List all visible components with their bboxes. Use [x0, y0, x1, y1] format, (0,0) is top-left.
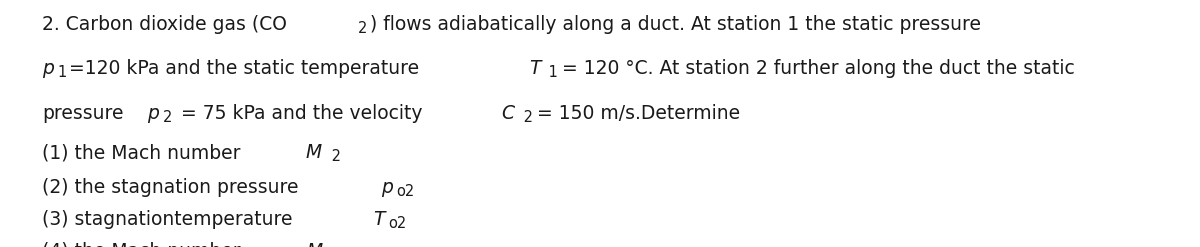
Text: (4) the Mach number: (4) the Mach number — [42, 242, 247, 247]
Text: 1: 1 — [544, 65, 558, 80]
Text: pressure: pressure — [42, 103, 124, 123]
Text: p: p — [148, 103, 160, 123]
Text: 2: 2 — [326, 149, 341, 164]
Text: T: T — [529, 59, 540, 78]
Text: M: M — [306, 143, 322, 162]
Text: T: T — [373, 210, 384, 229]
Text: = 150 m/s.Determine: = 150 m/s.Determine — [536, 103, 740, 123]
Text: 2: 2 — [162, 109, 172, 124]
Text: o2: o2 — [396, 184, 414, 199]
Text: 2. Carbon dioxide gas (CO: 2. Carbon dioxide gas (CO — [42, 15, 287, 34]
Text: p: p — [380, 178, 392, 197]
Text: = 75 kPa and the velocity: = 75 kPa and the velocity — [174, 103, 428, 123]
Text: ) flows adiabatically along a duct. At station 1 the static pressure: ) flows adiabatically along a duct. At s… — [370, 15, 982, 34]
Text: (2) the stagnation pressure: (2) the stagnation pressure — [42, 178, 305, 197]
Text: = 120 °C. At station 2 further along the duct the static: = 120 °C. At station 2 further along the… — [562, 59, 1074, 78]
Text: (1) the Mach number: (1) the Mach number — [42, 143, 246, 162]
Text: 2: 2 — [358, 21, 367, 36]
Text: o2: o2 — [388, 216, 406, 231]
Text: C: C — [502, 103, 515, 123]
Text: 2: 2 — [518, 109, 533, 124]
Text: M: M — [306, 242, 322, 247]
Text: 1: 1 — [58, 65, 66, 80]
Text: =120 kPa and the static temperature: =120 kPa and the static temperature — [70, 59, 425, 78]
Text: (3) stagnationtemperature: (3) stagnationtemperature — [42, 210, 299, 229]
Text: p: p — [42, 59, 54, 78]
